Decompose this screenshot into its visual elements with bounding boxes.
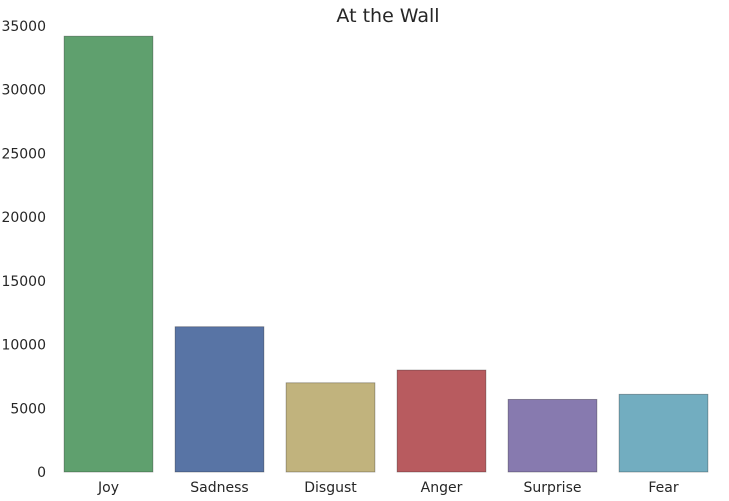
y-tick-label: 25000 <box>1 146 46 162</box>
y-tick-label: 10000 <box>1 338 46 354</box>
x-tick-label-anger: Anger <box>421 480 463 496</box>
bar-fear <box>618 393 709 473</box>
bar-anger <box>396 369 487 473</box>
y-tick-label: 0 <box>37 465 46 481</box>
chart-title: At the Wall <box>336 5 439 27</box>
x-tick-label-fear: Fear <box>648 480 678 496</box>
y-tick-label: 15000 <box>1 274 46 290</box>
x-tick-label-disgust: Disgust <box>304 480 357 496</box>
x-tick-label-sadness: Sadness <box>190 480 248 496</box>
bars <box>63 35 709 473</box>
x-tick-label-joy: Joy <box>97 480 119 496</box>
y-tick-label: 30000 <box>1 83 46 99</box>
y-axis-ticks: 0 5000 10000 15000 20000 25000 30000 35000 <box>1 19 46 481</box>
y-tick-label: 35000 <box>1 19 46 35</box>
bar-surprise <box>507 398 598 473</box>
bar-sadness <box>174 326 265 473</box>
bar-joy <box>63 35 154 473</box>
y-tick-label: 20000 <box>1 210 46 226</box>
x-tick-label-surprise: Surprise <box>524 480 582 496</box>
y-tick-label: 5000 <box>10 401 46 417</box>
x-axis-ticks: Joy Sadness Disgust Anger Surprise Fear <box>97 480 679 496</box>
bar-disgust <box>285 382 376 473</box>
